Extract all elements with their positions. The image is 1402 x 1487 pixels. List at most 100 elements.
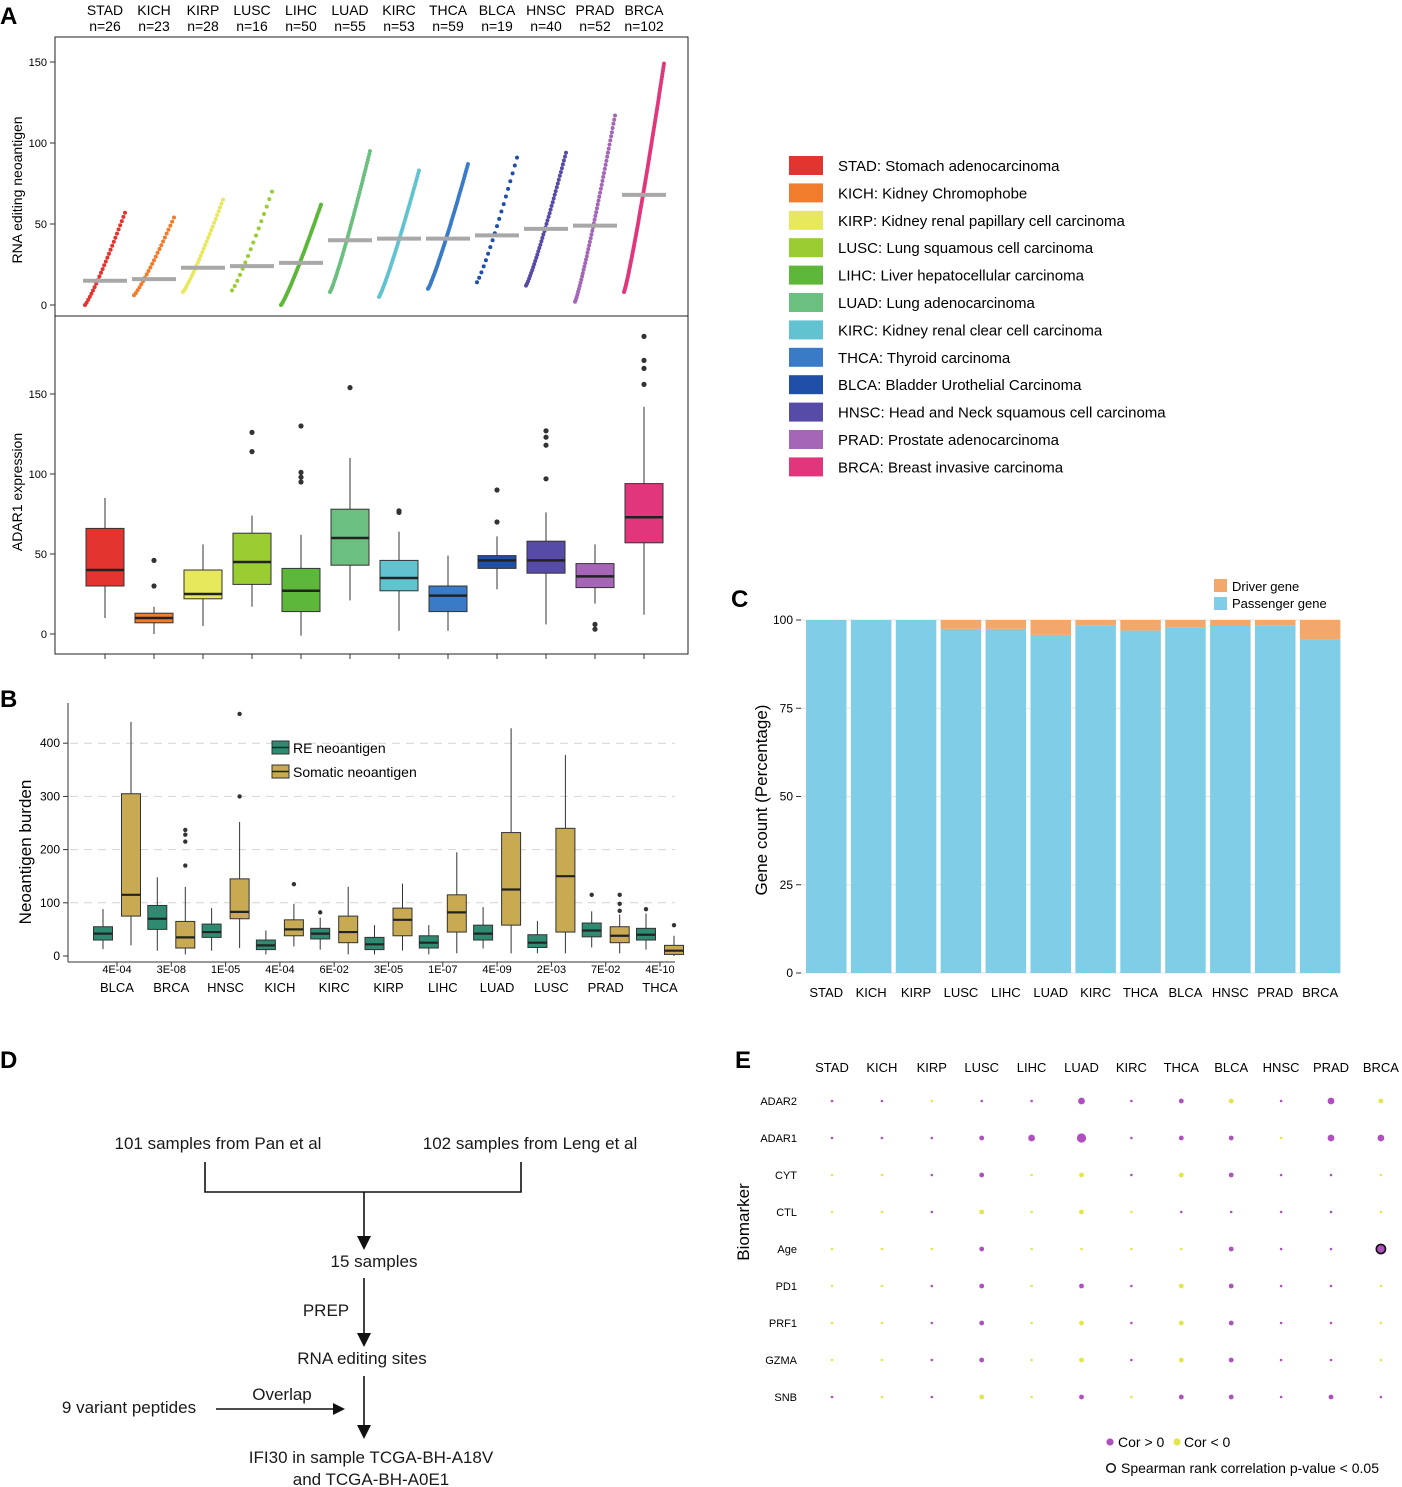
correlation-dot xyxy=(930,1247,934,1251)
column-label: LUSC xyxy=(964,1060,999,1075)
correlation-dot xyxy=(1228,1135,1234,1141)
correlation-dot xyxy=(880,1358,884,1362)
correlation-dot xyxy=(930,1284,934,1288)
correlation-dot xyxy=(1079,1394,1084,1400)
box-outlier xyxy=(347,385,353,391)
scatter-point xyxy=(592,217,597,222)
scatter-point xyxy=(587,243,592,248)
scatter-point xyxy=(584,254,589,259)
scatter-point xyxy=(107,251,111,256)
scatter-point xyxy=(598,186,603,191)
legend-label: STAD: Stomach adenocarcinoma xyxy=(838,158,1060,175)
scatter-point xyxy=(506,186,511,191)
scatter-point xyxy=(213,217,218,222)
correlation-dot xyxy=(1030,1395,1033,1399)
x-tick-label: LIHC xyxy=(428,980,458,995)
scatter-point xyxy=(582,264,587,269)
legend-label: KIRP: Kidney renal papillary cell carcin… xyxy=(838,213,1125,230)
correlation-dot xyxy=(1279,1173,1283,1177)
scatter-point xyxy=(118,223,123,228)
y-tick-label: 400 xyxy=(40,736,60,750)
cancer-header-label: HNSC xyxy=(526,2,566,18)
correlation-dot xyxy=(1130,1136,1133,1140)
scatter-point xyxy=(92,285,97,290)
scatter-point xyxy=(594,210,599,215)
box-outlier xyxy=(641,381,647,387)
scatter-point xyxy=(115,231,119,236)
flow-sites: RNA editing sites xyxy=(297,1349,426,1368)
panel-d-flowchart: 101 samples from Pan et al 102 samples f… xyxy=(62,1134,637,1487)
bar-passenger xyxy=(806,620,847,973)
box-outlier xyxy=(183,832,188,837)
scatter-point xyxy=(162,235,167,240)
correlation-dot xyxy=(1130,1099,1133,1103)
scatter-point xyxy=(578,280,583,285)
scatter-point xyxy=(188,276,193,281)
correlation-dot xyxy=(1130,1321,1133,1325)
scatter-point xyxy=(587,239,592,244)
scatter-point xyxy=(556,177,561,182)
box-body xyxy=(555,827,576,933)
y-tick-label: 0 xyxy=(41,300,47,312)
box-outlier xyxy=(249,429,255,435)
legend-label-neg: Cor < 0 xyxy=(1184,1434,1231,1450)
correlation-dot xyxy=(1178,1283,1184,1289)
scatter-point xyxy=(97,274,102,279)
scatter-point xyxy=(535,252,540,257)
y-tick-label: 0 xyxy=(53,949,60,963)
correlation-dot xyxy=(1030,1284,1033,1288)
bar-passenger xyxy=(985,628,1027,973)
scatter-point xyxy=(558,170,563,175)
scatter-point xyxy=(488,245,493,250)
box-outlier xyxy=(183,839,188,844)
scatter-point xyxy=(563,154,567,159)
scatter-point xyxy=(557,173,562,178)
scatter-point xyxy=(207,232,212,237)
panel-a-frame xyxy=(54,36,689,655)
box-outlier xyxy=(298,474,304,480)
legend-label-passenger: Passenger gene xyxy=(1232,596,1327,611)
legend-label: HNSC: Head and Neck squamous cell carcin… xyxy=(838,405,1166,422)
bar-passenger xyxy=(1075,625,1116,973)
box-outlier xyxy=(494,487,500,493)
scatter-point xyxy=(111,239,116,244)
scatter-point xyxy=(515,155,519,160)
box-body xyxy=(428,585,468,613)
column-label: STAD xyxy=(815,1060,849,1075)
scatter-point xyxy=(536,249,541,254)
scatter-point xyxy=(203,243,208,248)
flow-overlap-label: Overlap xyxy=(252,1385,312,1404)
scatter-point xyxy=(218,205,222,210)
scatter-point xyxy=(584,257,588,262)
scatter-point xyxy=(580,271,585,276)
x-tick-label: HNSC xyxy=(207,980,244,995)
bar-passenger xyxy=(940,628,982,973)
y-tick-label: 100 xyxy=(29,469,47,481)
x-tick-label: PRAD xyxy=(1257,985,1293,1000)
bar-driver xyxy=(940,620,982,629)
y-tick-label: 100 xyxy=(40,896,60,910)
correlation-dot xyxy=(1079,1172,1084,1178)
box-outlier xyxy=(617,908,622,913)
correlation-dot xyxy=(1379,1173,1383,1177)
y-tick-label: 50 xyxy=(780,790,794,804)
correlation-dot xyxy=(1329,1284,1333,1288)
cancer-count-label: n=102 xyxy=(624,18,664,34)
scatter-point xyxy=(600,178,605,183)
scatter-point xyxy=(262,212,266,216)
scatter-point xyxy=(512,163,517,168)
scatter-point xyxy=(560,162,565,167)
scatter-point xyxy=(481,264,486,269)
correlation-dot xyxy=(1030,1247,1033,1251)
box-outlier xyxy=(183,827,188,833)
x-tick-label: KIRC xyxy=(319,980,350,995)
bar-driver xyxy=(1075,620,1116,626)
correlation-dot xyxy=(979,1135,985,1141)
box-body xyxy=(392,907,413,937)
legend-swatch xyxy=(789,156,823,175)
scatter-point xyxy=(243,260,248,265)
x-tick-label: THCA xyxy=(642,980,678,995)
box-outlier xyxy=(617,892,622,898)
box-outlier xyxy=(298,479,304,485)
